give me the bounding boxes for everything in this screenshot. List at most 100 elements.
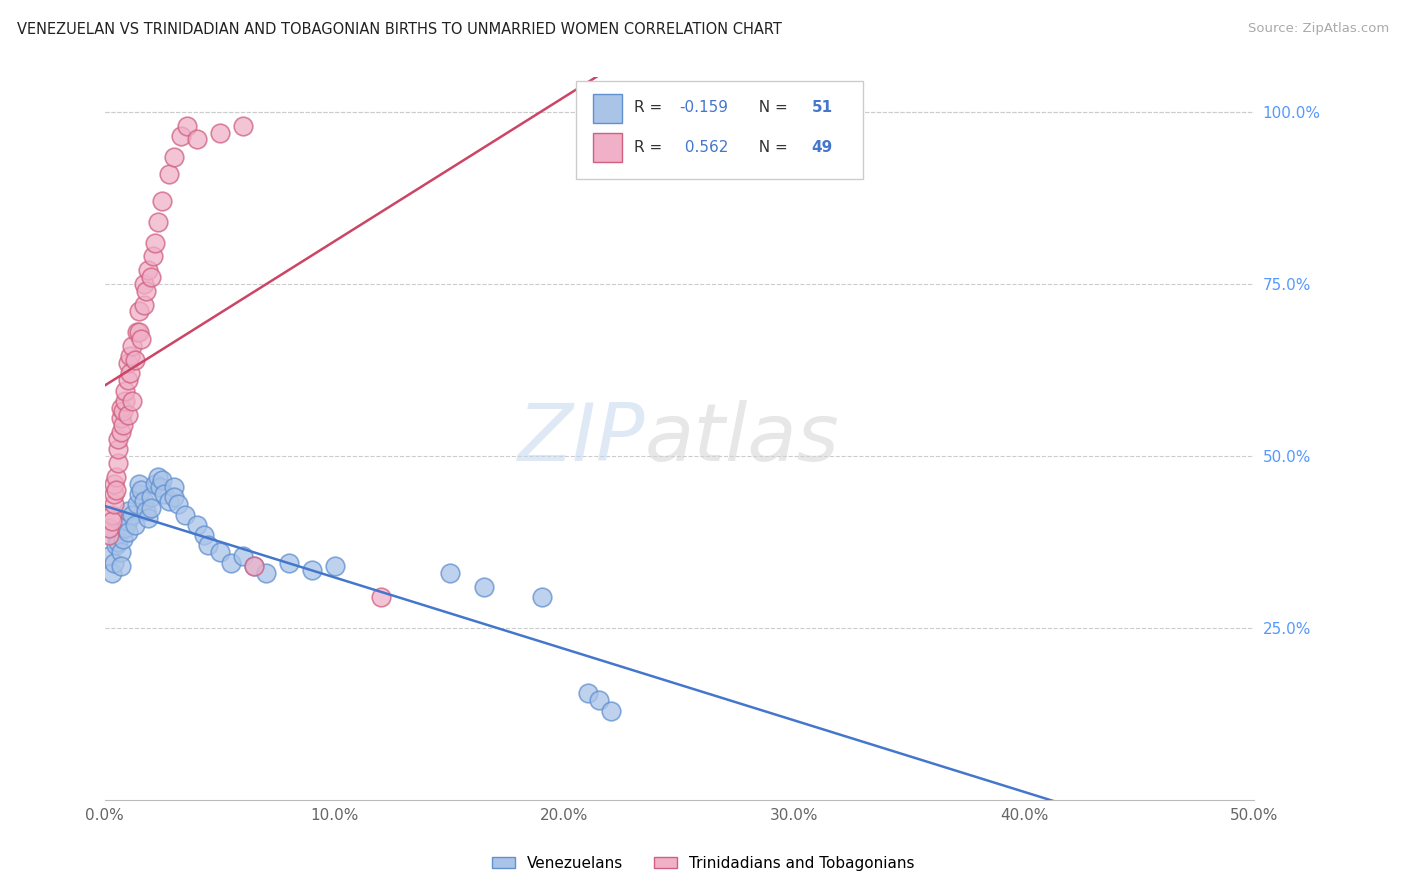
Point [576,686,599,700]
Point [118,349,141,363]
Point [167,497,190,511]
Point [100,508,122,522]
Point [370,590,392,604]
Point [110,411,132,425]
Point [174,508,197,522]
FancyBboxPatch shape [576,81,863,178]
Point [100,515,122,529]
Point [232,549,254,563]
Point [163,480,186,494]
Point [599,704,621,718]
Point [125,497,148,511]
Point [110,559,132,574]
Point [146,469,169,483]
Point [117,524,139,539]
Point [107,442,129,456]
Point [139,500,162,515]
Text: R =: R = [634,100,666,114]
Point [139,270,162,285]
Point [193,528,215,542]
Point [121,393,143,408]
Point [219,556,242,570]
Point [105,469,128,483]
Point [112,417,135,432]
Point [157,167,180,181]
Point [277,556,299,570]
Point [131,483,153,498]
Point [163,491,186,505]
Point [146,215,169,229]
Text: Source: ZipAtlas.com: Source: ZipAtlas.com [1249,22,1389,36]
Point [117,373,139,387]
Point [139,491,162,505]
Point [118,367,141,381]
Point [121,339,143,353]
Point [138,511,160,525]
Point [138,263,160,277]
Point [124,517,146,532]
Text: atlas: atlas [645,400,839,478]
Point [114,393,136,408]
Point [112,404,135,418]
Point [169,128,191,143]
Point [105,528,128,542]
Point [472,580,495,594]
Point [186,132,208,146]
Point [150,473,173,487]
Point [132,277,155,291]
Point [323,559,346,574]
Legend: Venezuelans, Trinidadians and Tobagonians: Venezuelans, Trinidadians and Tobagonian… [485,850,921,877]
Point [439,566,461,580]
Point [103,497,125,511]
Point [103,487,125,501]
Text: 0.562: 0.562 [679,140,728,155]
Point [128,487,150,501]
Point [128,304,150,318]
Point [530,590,553,604]
Point [143,476,166,491]
Point [110,545,132,559]
Point [117,515,139,529]
Point [110,425,132,439]
Point [117,408,139,422]
Point [135,284,157,298]
Point [197,539,219,553]
Text: R =: R = [634,140,666,155]
Point [131,332,153,346]
Text: N =: N = [748,100,792,114]
Text: 51: 51 [811,100,832,114]
Point [114,384,136,398]
FancyBboxPatch shape [593,94,621,123]
Point [128,325,150,339]
Point [254,566,277,580]
Point [186,517,208,532]
Point [114,521,136,535]
Point [132,493,155,508]
Point [157,493,180,508]
Point [176,119,198,133]
Point [149,480,172,494]
Point [105,483,128,498]
Point [107,456,129,470]
Point [243,559,266,574]
Point [301,563,323,577]
Point [107,432,129,446]
Point [112,532,135,546]
Point [132,297,155,311]
Point [163,150,186,164]
Point [124,352,146,367]
Point [208,545,231,559]
Point [153,487,176,501]
Point [103,556,125,570]
Point [125,325,148,339]
Point [107,535,129,549]
Point [588,693,610,707]
Point [105,539,128,553]
Point [208,126,231,140]
Point [117,356,139,370]
Point [121,508,143,522]
Point [150,194,173,209]
Point [98,549,121,563]
Point [135,504,157,518]
Point [100,566,122,580]
